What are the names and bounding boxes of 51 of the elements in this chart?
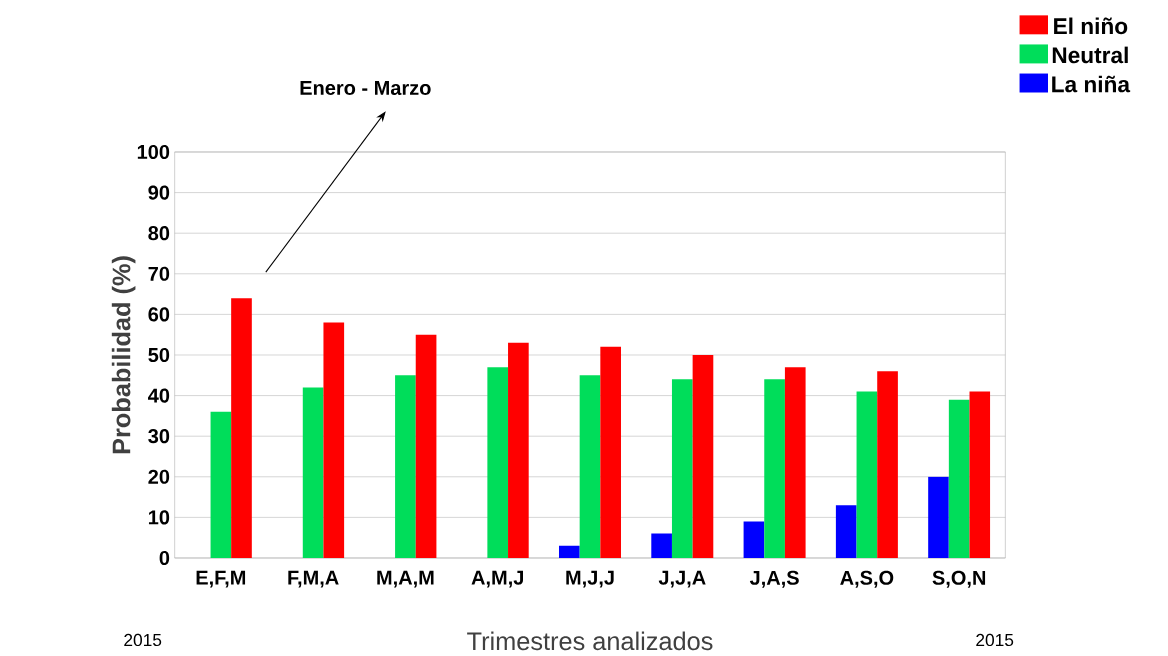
bar bbox=[651, 533, 672, 558]
y-tick-label: 60 bbox=[148, 307, 170, 322]
y-tick-label: 80 bbox=[148, 226, 170, 241]
x-tick-label: A,M,J bbox=[471, 570, 523, 588]
x-tick-label: M,A,M bbox=[377, 570, 434, 588]
y-tick-label: 40 bbox=[148, 388, 170, 403]
y-tick-label: 30 bbox=[148, 429, 170, 444]
bar bbox=[743, 521, 765, 558]
text: 2015 bbox=[976, 633, 1014, 647]
x-axis-title: Trimestres analizados bbox=[467, 631, 713, 651]
bar bbox=[969, 391, 991, 558]
x-tick-label: F,M,A bbox=[288, 570, 339, 588]
x-tick-label: J,A,S bbox=[749, 570, 799, 588]
bar bbox=[323, 322, 345, 558]
y-tick-label: 90 bbox=[148, 185, 170, 200]
legend-label: Neutral bbox=[1052, 46, 1128, 64]
x-tick-label: S,O,N bbox=[932, 570, 986, 588]
bar bbox=[764, 379, 785, 558]
x-tick-label: M,J,J bbox=[566, 570, 614, 588]
bar bbox=[928, 476, 949, 558]
text: Enero - Marzo bbox=[300, 81, 431, 95]
bar bbox=[692, 354, 714, 558]
bar bbox=[302, 387, 324, 558]
y-tick-label: 0 bbox=[159, 550, 170, 566]
y-tick-label: 100 bbox=[137, 144, 170, 160]
y-tick-label: 10 bbox=[148, 510, 170, 525]
bar bbox=[877, 371, 898, 558]
bar bbox=[210, 411, 232, 558]
text: 2015 bbox=[124, 633, 162, 647]
x-tick-label: J,J,A bbox=[658, 570, 706, 588]
bar bbox=[508, 342, 529, 558]
bar bbox=[671, 379, 693, 558]
bar bbox=[487, 367, 509, 558]
y-tick-label: 70 bbox=[148, 266, 170, 281]
x-tick-label: E,F,M bbox=[196, 570, 246, 588]
y-tick-label: 20 bbox=[148, 469, 170, 484]
bar bbox=[856, 391, 878, 558]
bar bbox=[948, 399, 970, 558]
x-tick-label: A,S,O bbox=[840, 570, 894, 588]
y-axis-title: Probabilidad (%) bbox=[111, 256, 136, 454]
bar bbox=[835, 505, 857, 558]
bar bbox=[600, 346, 621, 558]
bar bbox=[415, 334, 437, 558]
legend-label: El niño bbox=[1054, 17, 1128, 35]
bar bbox=[395, 375, 416, 558]
bar bbox=[579, 375, 601, 558]
legend-label: La niña bbox=[1052, 75, 1131, 93]
y-tick-label: 50 bbox=[148, 347, 170, 363]
bar bbox=[559, 545, 580, 558]
bar bbox=[784, 367, 806, 558]
bar bbox=[231, 298, 252, 558]
